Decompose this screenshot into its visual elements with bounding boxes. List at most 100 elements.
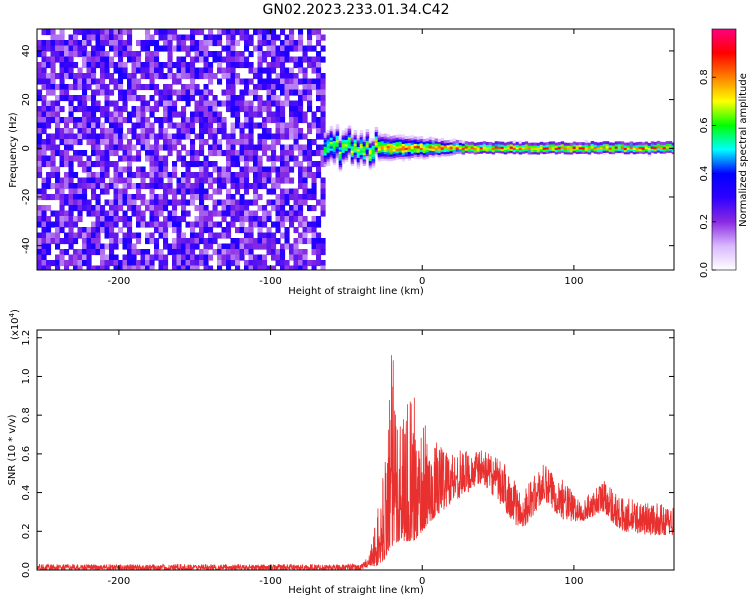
heatmap-cell <box>461 140 466 144</box>
heatmap-cell <box>50 67 56 74</box>
heatmap-cell <box>298 29 304 36</box>
heatmap-cell <box>172 260 178 267</box>
heatmap-cell <box>50 161 56 168</box>
heatmap-cell <box>262 172 268 179</box>
heatmap-cell <box>253 111 259 118</box>
heatmap-cell <box>239 128 245 135</box>
heatmap-cell <box>356 161 361 165</box>
heatmap-cell <box>425 147 430 151</box>
heatmap-cell <box>428 136 433 140</box>
heatmap-cell <box>194 56 200 63</box>
heatmap-cell <box>413 145 418 149</box>
heatmap-cell <box>320 161 326 168</box>
heatmap-cell <box>446 151 451 154</box>
heatmap-cell <box>632 144 637 148</box>
heatmap-cell <box>82 249 88 256</box>
heatmap-cell <box>172 216 178 223</box>
heatmap-cell <box>68 95 74 102</box>
heatmap-cell <box>221 227 227 234</box>
heatmap-cell <box>235 155 241 162</box>
heatmap-cell <box>298 40 304 47</box>
heatmap-cell <box>217 172 223 179</box>
heatmap-cell <box>46 205 52 212</box>
heatmap-cell <box>208 161 214 168</box>
heatmap-cell <box>383 146 388 150</box>
heatmap-cell <box>64 155 70 162</box>
heatmap-cell <box>127 265 133 270</box>
heatmap-cell <box>380 144 385 148</box>
heatmap-cell <box>452 145 457 148</box>
heatmap-cell <box>257 243 263 250</box>
heatmap-cell <box>323 141 328 145</box>
heatmap-cell <box>307 194 313 201</box>
heatmap-cell <box>404 136 409 139</box>
heatmap-cell <box>298 111 304 118</box>
heatmap-cell <box>512 142 517 146</box>
heatmap-cell <box>64 45 70 52</box>
heatmap-cell <box>68 155 74 162</box>
heatmap-cell <box>280 73 286 80</box>
heatmap-cell <box>248 89 254 96</box>
heatmap-cell <box>386 136 391 140</box>
heatmap-cell <box>257 84 263 91</box>
heatmap-cell <box>668 145 673 149</box>
heatmap-cell <box>203 249 209 256</box>
heatmap-cell <box>560 147 565 151</box>
heatmap-cell <box>163 205 169 212</box>
heatmap-cell <box>77 265 83 270</box>
heatmap-cell <box>77 100 83 107</box>
heatmap-cell <box>647 142 652 146</box>
heatmap-cell <box>185 265 191 270</box>
heatmap-cell <box>316 216 322 223</box>
heatmap-cell <box>136 183 142 190</box>
heatmap-cell <box>199 205 205 212</box>
heatmap-cell <box>311 111 317 118</box>
heatmap-cell <box>185 199 191 206</box>
heatmap-cell <box>86 106 92 113</box>
heatmap-cell <box>262 40 268 47</box>
heatmap-cell <box>50 84 56 91</box>
heatmap-cell <box>416 154 421 158</box>
heatmap-cell <box>163 89 169 96</box>
heatmap-cell <box>172 100 178 107</box>
heatmap-cell <box>235 111 241 118</box>
heatmap-cell <box>68 260 74 267</box>
heatmap-cell <box>172 144 178 151</box>
heatmap-cell <box>127 51 133 58</box>
heatmap-cell <box>572 143 577 147</box>
heatmap-cell <box>262 29 268 36</box>
heatmap-cell <box>73 62 79 69</box>
heatmap-cell <box>86 128 92 135</box>
heatmap-cell <box>554 147 559 150</box>
heatmap-cell <box>341 138 346 142</box>
heatmap-cell <box>50 139 56 146</box>
heatmap-cell <box>122 155 128 162</box>
heatmap-cell <box>407 151 412 155</box>
heatmap-cell <box>68 216 74 223</box>
heatmap-cell <box>307 100 313 107</box>
heatmap-cell <box>275 100 281 107</box>
heatmap-cell <box>176 216 182 223</box>
heatmap-cell <box>136 62 142 69</box>
heatmap-cell <box>154 133 160 140</box>
heatmap-cell <box>253 254 259 261</box>
heatmap-cell <box>620 141 625 145</box>
heatmap-cell <box>431 137 436 141</box>
heatmap-cell <box>199 100 205 107</box>
heatmap-cell <box>253 260 259 267</box>
heatmap-cell <box>320 133 326 140</box>
heatmap-cell <box>338 135 343 139</box>
heatmap-cell <box>410 155 415 158</box>
heatmap-cell <box>647 149 652 153</box>
heatmap-cell <box>542 149 547 152</box>
heatmap-cell <box>464 147 469 151</box>
heatmap-cell <box>212 34 218 41</box>
heatmap-cell <box>551 150 556 154</box>
heatmap-cell <box>217 210 223 217</box>
heatmap-cell <box>77 133 83 140</box>
heatmap-cell <box>497 141 502 145</box>
heatmap-cell <box>149 265 155 270</box>
heatmap-cell <box>521 144 526 148</box>
heatmap-cell <box>176 243 182 250</box>
heatmap-cell <box>539 144 544 147</box>
